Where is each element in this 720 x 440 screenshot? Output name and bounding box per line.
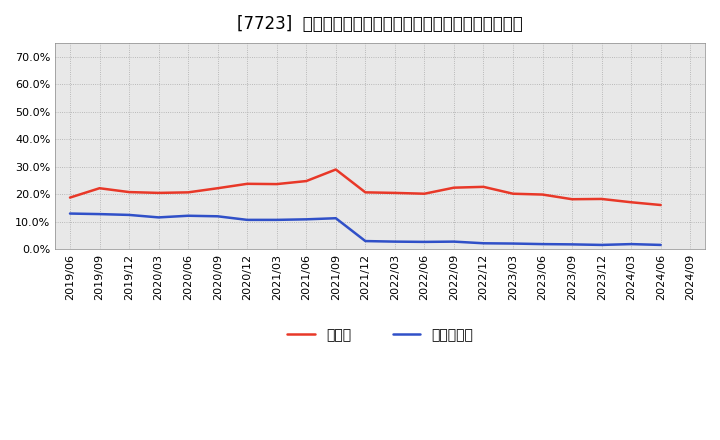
- Line: 現預金: 現預金: [70, 169, 661, 205]
- 現預金: [480, 184, 488, 190]
- 有利子負債: [272, 217, 281, 223]
- 現預金: [184, 190, 192, 195]
- 有利子負債: [509, 241, 518, 246]
- 有利子負債: [449, 239, 458, 244]
- 現預金: [66, 195, 74, 200]
- 有利子負債: [420, 239, 428, 245]
- 有利子負債: [657, 242, 665, 248]
- Line: 有利子負債: 有利子負債: [70, 213, 661, 245]
- 有利子負債: [66, 211, 74, 216]
- 有利子負債: [125, 212, 133, 217]
- 現預金: [627, 200, 636, 205]
- 現預金: [243, 181, 251, 187]
- Title: [7723]  現預金、有利子負債の総資産に対する比率の推移: [7723] 現預金、有利子負債の総資産に対する比率の推移: [238, 15, 523, 33]
- 有利子負債: [361, 238, 369, 244]
- 現預金: [598, 196, 606, 202]
- 現預金: [420, 191, 428, 196]
- 現預金: [509, 191, 518, 196]
- Legend: 現預金, 有利子負債: 現預金, 有利子負債: [282, 323, 479, 348]
- 現預金: [449, 185, 458, 191]
- 有利子負債: [154, 215, 163, 220]
- 有利子負債: [539, 242, 547, 247]
- 有利子負債: [480, 241, 488, 246]
- 現預金: [390, 190, 399, 195]
- 現預金: [272, 181, 281, 187]
- 有利子負債: [568, 242, 577, 247]
- 有利子負債: [598, 242, 606, 248]
- 有利子負債: [627, 242, 636, 247]
- 現預金: [302, 179, 310, 184]
- 有利子負債: [302, 216, 310, 222]
- 現預金: [125, 190, 133, 195]
- 現預金: [657, 202, 665, 208]
- 有利子負債: [95, 212, 104, 217]
- 有利子負債: [243, 217, 251, 223]
- 現預金: [361, 190, 369, 195]
- 有利子負債: [213, 214, 222, 219]
- 有利子負債: [331, 216, 340, 221]
- 有利子負債: [184, 213, 192, 218]
- 現預金: [213, 186, 222, 191]
- 現預金: [154, 190, 163, 195]
- 現預金: [568, 197, 577, 202]
- 現預金: [539, 192, 547, 197]
- 有利子負債: [390, 239, 399, 244]
- 現預金: [331, 167, 340, 172]
- 現預金: [95, 186, 104, 191]
